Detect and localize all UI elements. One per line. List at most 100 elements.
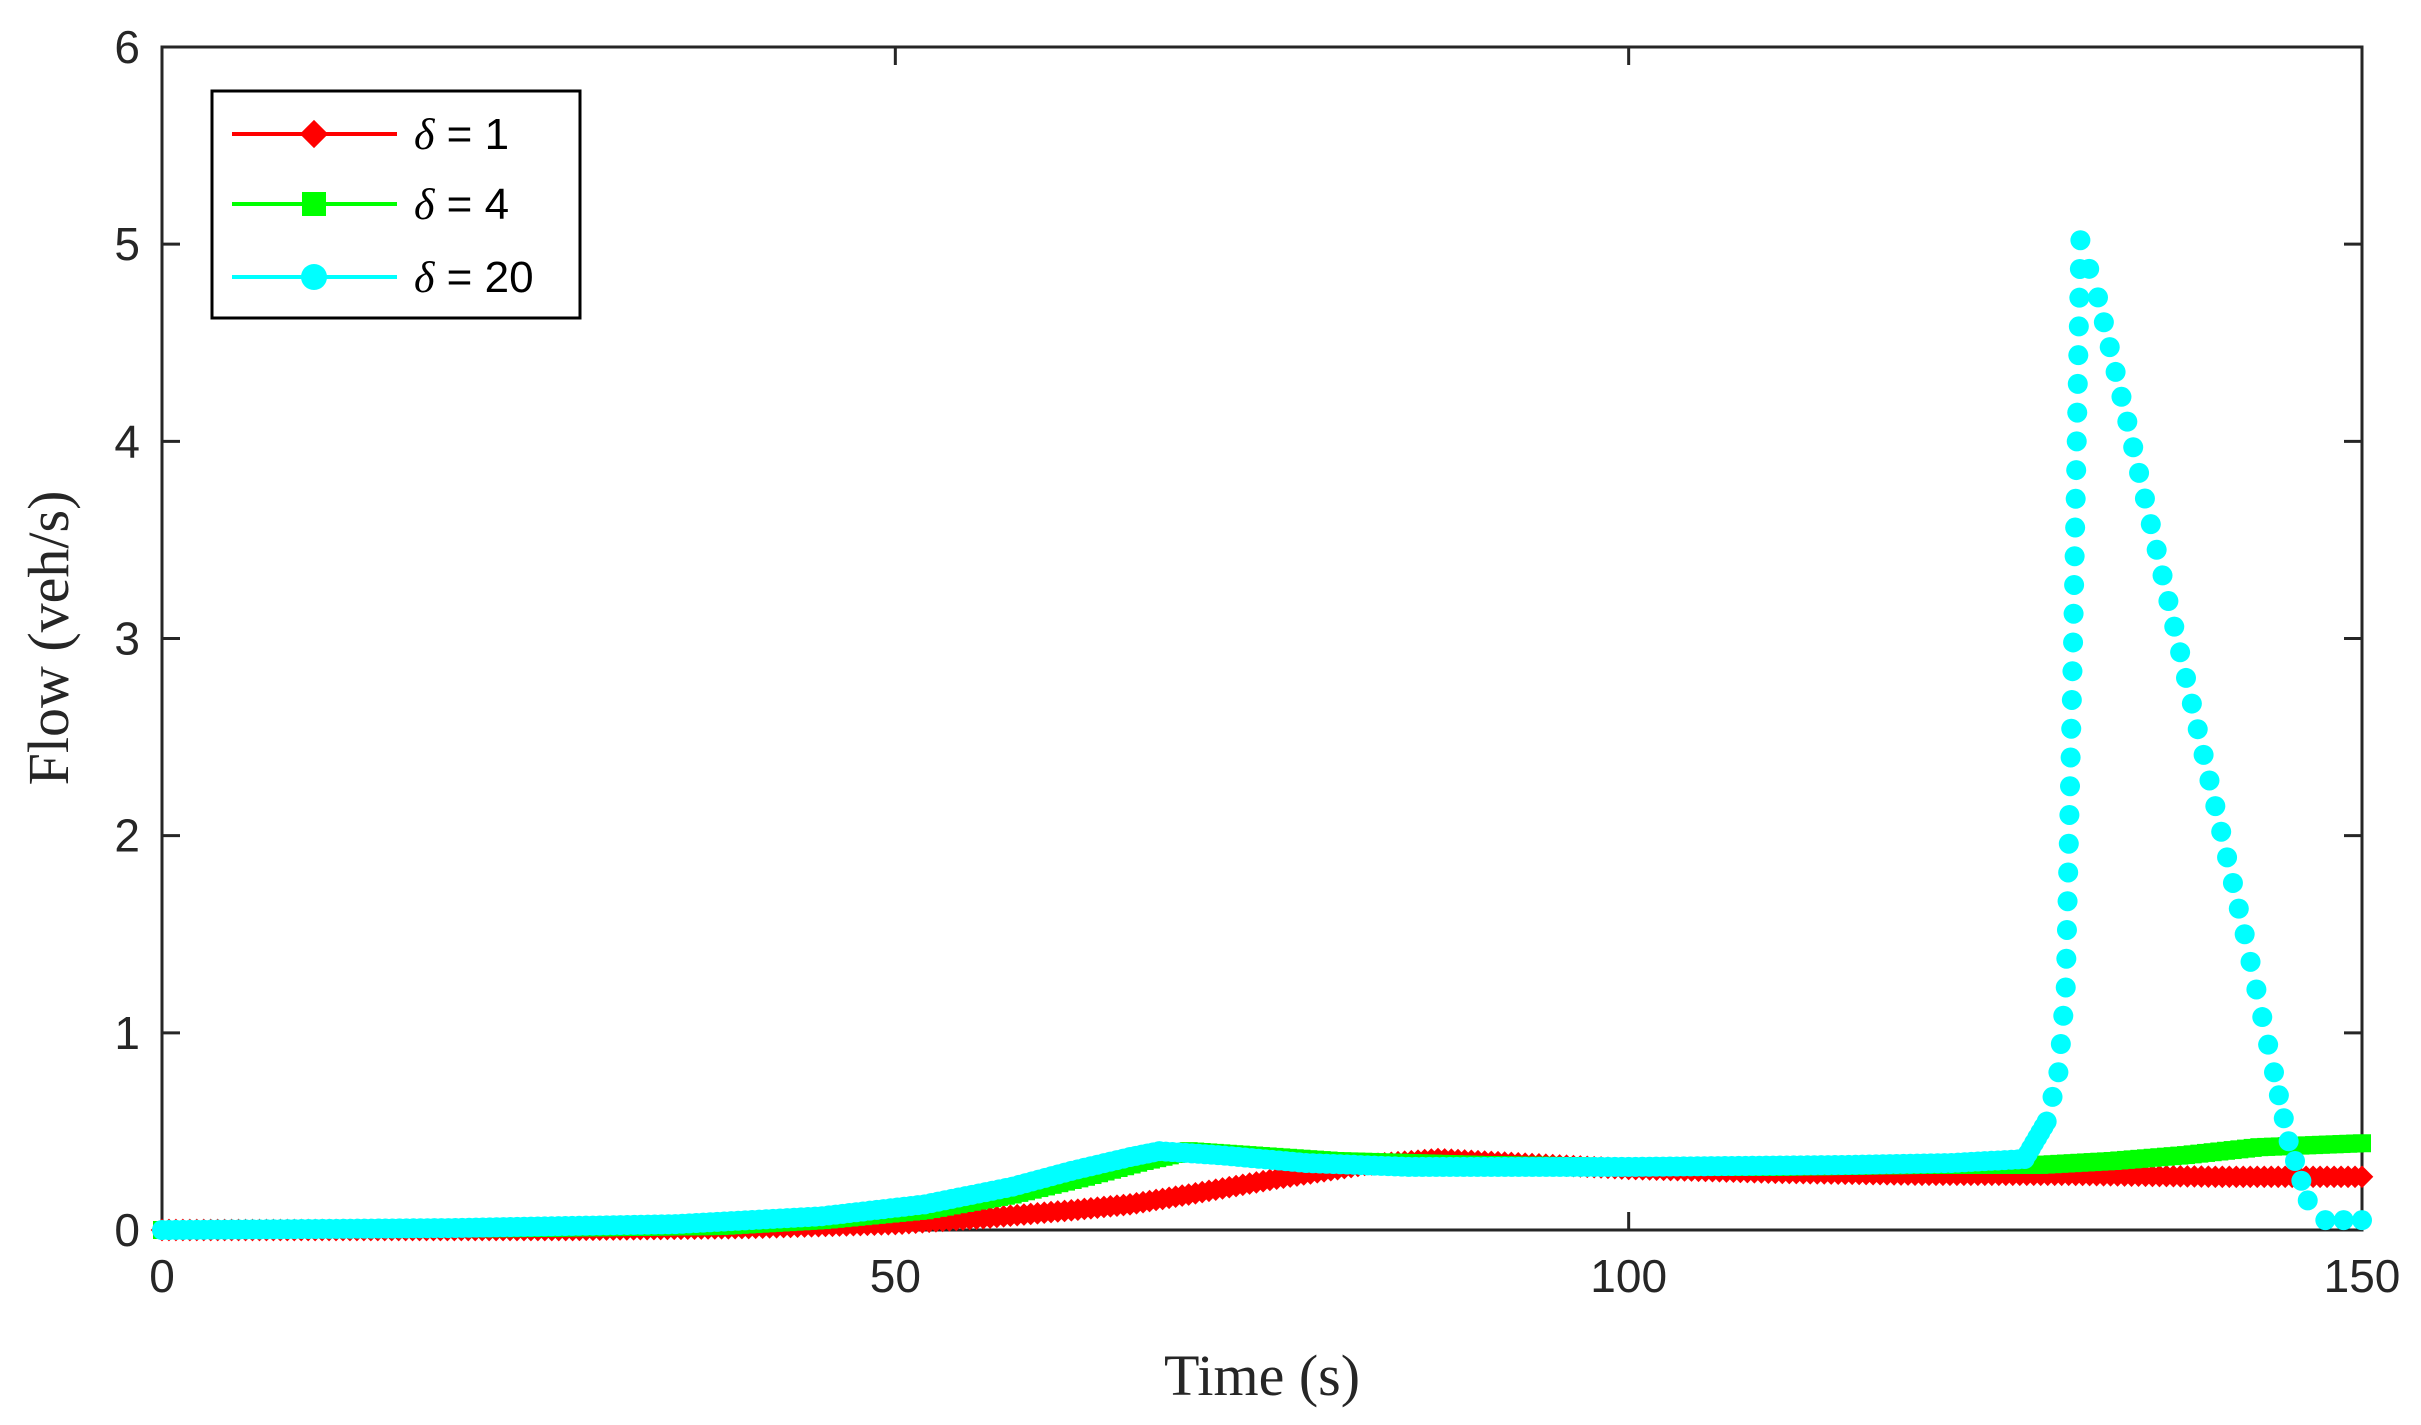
data-point	[2067, 373, 2088, 394]
legend-label-3: δ = 20	[414, 253, 534, 302]
data-point	[2123, 437, 2144, 458]
x-tick-label: 100	[1590, 1250, 1667, 1302]
y-tick-label: 4	[114, 415, 140, 467]
data-point	[2278, 1131, 2299, 1152]
data-point	[2333, 1210, 2354, 1231]
x-tick-label: 0	[149, 1250, 175, 1302]
data-point	[2217, 847, 2238, 868]
legend-symbol-2: δ	[414, 180, 436, 229]
legend-value-1: = 1	[434, 110, 509, 159]
data-point	[2036, 1111, 2057, 1132]
data-point	[2066, 460, 2087, 481]
data-point	[2060, 776, 2081, 797]
data-point	[2070, 230, 2091, 251]
y-tick-label: 1	[114, 1007, 140, 1059]
data-point	[2111, 386, 2132, 407]
data-point	[2158, 591, 2179, 612]
data-point	[2093, 312, 2114, 333]
data-point	[2350, 1165, 2374, 1189]
data-point	[2063, 632, 2084, 653]
y-tick-label: 2	[114, 810, 140, 862]
legend-entry-3: δ = 20	[232, 253, 534, 302]
data-point	[2048, 1062, 2069, 1083]
data-point	[2079, 258, 2100, 279]
x-tick-label: 50	[870, 1250, 921, 1302]
data-point	[2061, 689, 2082, 710]
x-tick-label: 150	[2324, 1250, 2401, 1302]
data-point	[2291, 1170, 2312, 1191]
data-point	[2205, 796, 2226, 817]
data-point	[2059, 804, 2080, 825]
data-point	[2069, 287, 2090, 308]
data-point	[2055, 977, 2076, 998]
data-point	[2285, 1150, 2306, 1171]
data-point	[2176, 667, 2196, 688]
data-point	[2099, 337, 2120, 358]
data-point	[2181, 693, 2202, 714]
data-point	[2353, 1134, 2371, 1153]
legend-marker-2	[302, 192, 326, 216]
data-point	[2042, 1086, 2063, 1107]
legend-entry-1: δ = 1	[232, 110, 509, 159]
axis-ticks: 0 50 100 150 0 1 2 3 4 5 6	[114, 21, 2400, 1302]
data-point	[2067, 402, 2088, 423]
data-point	[2246, 979, 2267, 1000]
y-tick-label: 3	[114, 613, 140, 665]
data-point	[2105, 361, 2126, 382]
data-point	[2297, 1190, 2318, 1211]
y-tick-label: 6	[114, 21, 140, 73]
data-point	[2066, 431, 2087, 452]
data-point	[2170, 642, 2191, 663]
data-point	[2053, 1005, 2074, 1026]
data-point	[2065, 517, 2086, 538]
data-point	[2152, 565, 2173, 586]
data-point	[2056, 948, 2077, 969]
legend-label-1: δ = 1	[414, 110, 509, 159]
data-point	[2146, 539, 2167, 560]
legend-symbol-1: δ	[414, 110, 436, 159]
data-point	[2164, 616, 2185, 637]
data-point	[2058, 862, 2079, 883]
data-point	[2064, 546, 2085, 567]
series-layer	[150, 230, 2374, 1242]
legend-entry-2: δ = 4	[232, 180, 509, 229]
data-point	[2187, 719, 2208, 740]
y-tick-label: 5	[114, 218, 140, 270]
data-point	[2258, 1034, 2279, 1055]
data-point	[2268, 1085, 2289, 1106]
data-point	[2068, 345, 2089, 366]
data-point	[2056, 919, 2077, 940]
legend: δ = 1 δ = 4 δ = 20	[210, 89, 582, 320]
data-point	[2064, 574, 2085, 595]
data-point	[2199, 770, 2220, 791]
data-point	[2061, 718, 2082, 739]
data-point	[2060, 747, 2081, 768]
y-axis-title: Flow (veh/s)	[16, 491, 81, 786]
data-point	[2193, 744, 2214, 765]
data-point	[2140, 514, 2161, 535]
data-point	[2228, 898, 2249, 919]
data-point	[2134, 488, 2155, 509]
data-point	[2129, 462, 2150, 483]
x-axis-title: Time (s)	[1164, 1343, 1360, 1408]
data-point	[2315, 1210, 2336, 1231]
legend-label-2: δ = 4	[414, 180, 509, 229]
data-point	[2211, 821, 2232, 842]
legend-marker-3	[301, 264, 327, 290]
legend-value-2: = 4	[434, 180, 509, 229]
data-point	[2057, 891, 2078, 912]
data-point	[2050, 1034, 2071, 1055]
data-point	[2058, 833, 2079, 854]
data-point	[2088, 287, 2108, 308]
y-tick-label: 0	[114, 1204, 140, 1256]
data-point	[2264, 1062, 2284, 1083]
data-point	[2068, 316, 2089, 337]
legend-symbol-3: δ	[414, 253, 436, 302]
data-point	[2063, 603, 2084, 624]
series-3	[152, 230, 2372, 1240]
data-point	[2234, 924, 2255, 945]
data-point	[2065, 488, 2086, 509]
data-point	[2117, 411, 2138, 432]
data-point	[2352, 1210, 2372, 1231]
